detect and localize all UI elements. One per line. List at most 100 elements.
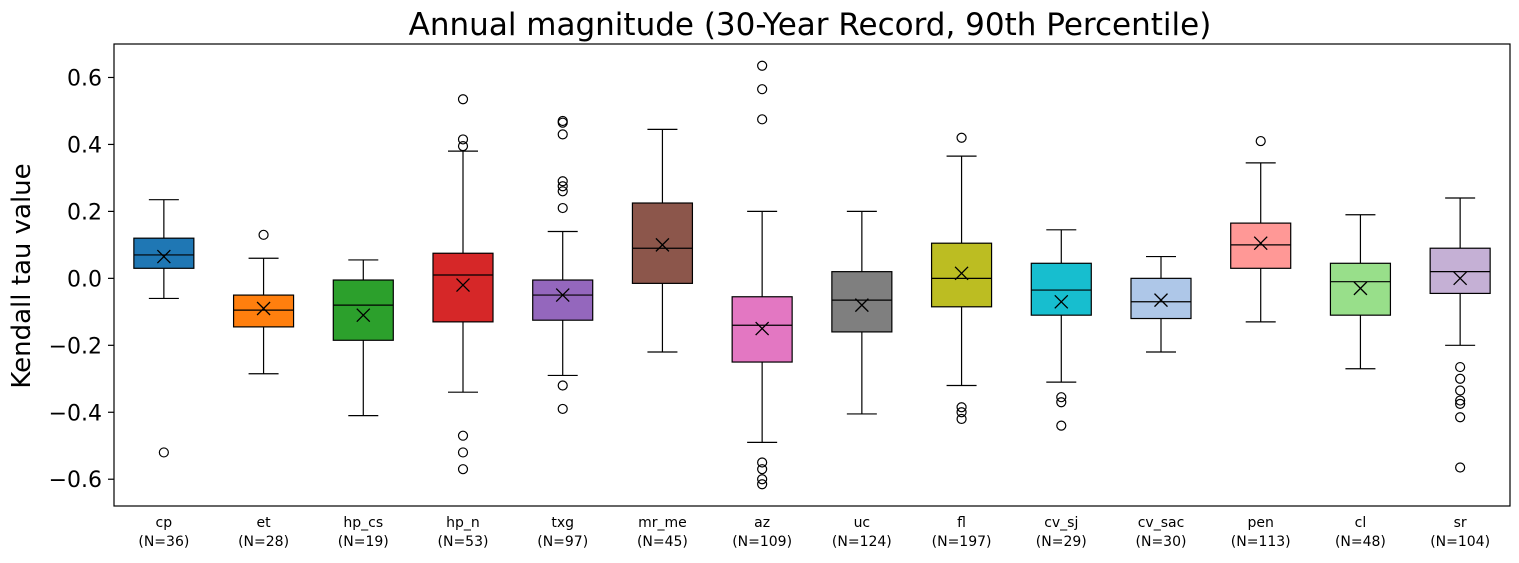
x-tick-label: az	[754, 515, 770, 531]
mean-marker	[1353, 281, 1368, 296]
outlier-point	[258, 229, 269, 240]
outlier-point	[956, 407, 967, 418]
y-tick-label: 0.2	[67, 200, 102, 225]
y-tick-label: −0.4	[49, 401, 102, 426]
y-tick-label: −0.2	[49, 334, 102, 359]
x-tick-label: cv_sac	[1138, 515, 1185, 531]
outlier-point	[757, 60, 768, 71]
box-cv_sac	[1130, 277, 1192, 320]
outlier-point	[1455, 395, 1466, 406]
outlier-point	[557, 176, 568, 187]
y-axis-label: Kendall tau value	[7, 163, 37, 388]
box-sr	[1429, 247, 1491, 295]
outlier-point	[1455, 373, 1466, 384]
x-tick-count: (N=29)	[1036, 534, 1087, 550]
x-tick-count: (N=28)	[238, 534, 289, 550]
outlier-point	[956, 413, 967, 425]
box-fl	[930, 242, 993, 308]
x-tick-label: cl	[1355, 515, 1367, 531]
x-tick-label: et	[257, 515, 272, 531]
box-txg	[532, 279, 594, 321]
box-hp_n	[432, 252, 494, 323]
outlier-point	[557, 403, 568, 415]
mean-marker	[1453, 271, 1468, 286]
outlier-point	[956, 402, 967, 413]
box-cv_sj	[1030, 262, 1092, 316]
y-tick-label: 0.4	[67, 133, 102, 158]
box-et	[232, 294, 295, 328]
x-tick-count: (N=124)	[832, 534, 892, 550]
outlier-point	[158, 447, 169, 458]
mean-marker	[1253, 236, 1268, 251]
x-tick-label: uc	[854, 515, 871, 531]
plot-frame	[113, 43, 1511, 507]
outlier-point	[457, 94, 469, 105]
plot-layer: −0.6 −0.4 −0.2 0.0 0.2 0.4 0.6 cp (N=36) et (N=28)…	[49, 60, 1491, 550]
x-tick-label: hp_cs	[343, 515, 383, 531]
outlier-point	[557, 202, 568, 214]
outlier-point	[757, 457, 768, 468]
outlier-point	[557, 186, 568, 197]
x-tick-count: (N=48)	[1335, 534, 1386, 550]
mean-marker	[256, 301, 271, 316]
outlier-point	[1455, 412, 1466, 423]
x-tick-count: (N=30)	[1136, 534, 1187, 550]
box-az	[731, 296, 793, 363]
mean-marker	[1054, 294, 1069, 309]
mean-marker	[356, 308, 371, 323]
outlier-point	[557, 181, 568, 192]
box-mr_me	[631, 202, 694, 284]
x-tick-label: fl	[957, 515, 966, 531]
outlier-point	[1255, 135, 1266, 147]
mean-marker	[1154, 293, 1168, 308]
outlier-point	[1455, 398, 1466, 409]
outlier-point	[1455, 385, 1466, 396]
outlier-point	[956, 132, 967, 143]
outlier-point	[1056, 397, 1067, 408]
x-tick-label: txg	[551, 515, 574, 531]
mean-marker	[755, 321, 770, 336]
outlier-point	[757, 474, 768, 485]
outlier-point	[557, 129, 568, 140]
outlier-point	[457, 141, 469, 152]
outlier-point	[557, 380, 568, 391]
mean-marker	[655, 237, 670, 252]
x-tick-label: cv_sj	[1044, 515, 1078, 531]
box-pen	[1230, 222, 1292, 269]
outlier-point	[1455, 462, 1466, 473]
chart-title: Annual magnitude (30-Year Record, 90th P…	[409, 7, 1212, 43]
outlier-point	[457, 430, 469, 441]
outlier-point	[757, 464, 768, 475]
outlier-point	[457, 134, 469, 145]
outlier-point	[557, 117, 568, 128]
mean-marker	[456, 278, 470, 293]
x-tick-label: pen	[1248, 515, 1274, 531]
x-tick-count: (N=113)	[1231, 534, 1291, 550]
outlier-point	[757, 84, 768, 95]
mean-marker	[156, 249, 171, 264]
x-tick-count: (N=19)	[338, 534, 389, 550]
outlier-point	[757, 114, 768, 125]
x-tick-count: (N=97)	[537, 534, 588, 550]
outlier-point	[457, 447, 469, 458]
y-tick-label: 0.0	[67, 267, 102, 292]
outlier-point	[757, 479, 768, 490]
box-cp	[133, 237, 195, 269]
mean-marker	[854, 298, 869, 313]
x-tick-count: (N=45)	[637, 534, 688, 550]
mean-marker	[555, 288, 570, 303]
outlier-point	[1056, 420, 1067, 431]
x-tick-count: (N=104)	[1430, 534, 1490, 550]
x-tick-label: hp_n	[446, 515, 480, 531]
y-tick-label: −0.6	[49, 468, 102, 493]
x-tick-label: mr_me	[638, 515, 687, 531]
box-hp_cs	[332, 279, 394, 341]
outlier-point	[1056, 392, 1067, 403]
x-tick-count: (N=197)	[932, 534, 992, 550]
x-tick-label: sr	[1454, 515, 1467, 531]
x-tick-label: cp	[156, 515, 173, 531]
outlier-point	[457, 464, 469, 475]
box-uc	[831, 271, 893, 333]
